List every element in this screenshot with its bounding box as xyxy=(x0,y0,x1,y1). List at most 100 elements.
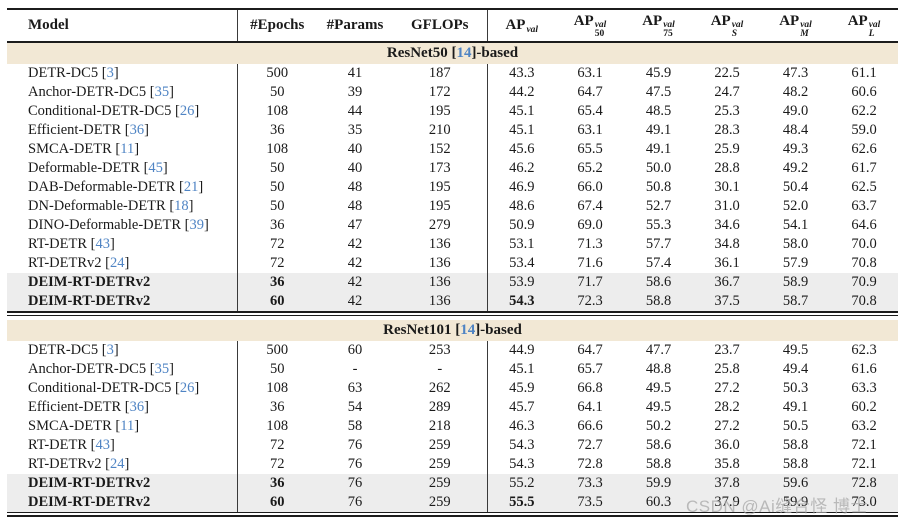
ap-cell: 37.8 xyxy=(693,474,761,493)
col-header-ap-50: AP val 50 xyxy=(556,8,624,43)
params-cell: 39 xyxy=(347,84,363,100)
ap-cell: 58.8 xyxy=(782,437,809,453)
ap-cell: 57.7 xyxy=(645,236,672,252)
model-cell: Conditional-DETR-DC5 [26] xyxy=(7,379,238,398)
ap-cell: 58.6 xyxy=(624,273,693,292)
ap-cell: 60.6 xyxy=(851,84,877,100)
double-rule-mid xyxy=(7,311,898,316)
model-name: Conditional-DETR-DC5 xyxy=(28,103,172,119)
model-cell: DN-Deformable-DETR [18] xyxy=(7,197,238,216)
ap-cell: 70.9 xyxy=(830,273,898,292)
epochs-cell: 36 xyxy=(270,399,285,415)
params-cell: 76 xyxy=(347,437,363,453)
params-cell: 54 xyxy=(347,399,363,415)
citation-link[interactable]: 21 xyxy=(183,179,199,195)
table-row: DETR-DC5 [3] 500 41 187 43.3 63.1 45.9 22.5 47.3… xyxy=(7,64,898,83)
citation-link[interactable]: 3 xyxy=(106,342,114,358)
ap-cell: 49.1 xyxy=(782,399,809,415)
model-cell: DETR-DC5 [3] xyxy=(7,64,238,83)
ap-cell: 36.0 xyxy=(714,437,740,453)
model-cell: DETR-DC5 [3] xyxy=(7,341,238,360)
ap-cell: 31.0 xyxy=(714,198,740,214)
gflops-cell: 210 xyxy=(393,121,488,140)
ap-cell: 45.1 xyxy=(509,361,535,377)
citation-link[interactable]: 43 xyxy=(95,236,110,252)
params-cell: 76 xyxy=(317,474,393,493)
ap-cell: 45.9 xyxy=(645,65,672,81)
ap-subscript: 50 xyxy=(594,28,605,39)
ap-cell: 61.7 xyxy=(851,160,877,176)
epochs-cell: 108 xyxy=(266,380,289,396)
gflops-cell: 259 xyxy=(393,474,488,493)
col-header-gflops: GFLOPs xyxy=(393,8,488,43)
ap-cell: 48.2 xyxy=(782,84,809,100)
citation-link[interactable]: 3 xyxy=(106,65,114,81)
ap-cell: 28.3 xyxy=(714,122,740,138)
citation-link[interactable]: 26 xyxy=(179,380,195,396)
ap-cell: 34.8 xyxy=(714,236,740,252)
ap-cell: 63.1 xyxy=(577,65,603,81)
rule-cell xyxy=(7,512,898,517)
ap-cell: 62.6 xyxy=(851,141,877,157)
header-row: Model #Epochs #Params GFLOPs AP val AP val 50 AP v… xyxy=(7,8,898,43)
citation-link[interactable]: 24 xyxy=(109,456,125,472)
ap-cell: 63.7 xyxy=(851,198,877,214)
citation-link[interactable]: 35 xyxy=(154,84,170,100)
gflops-cell: 136 xyxy=(393,235,488,254)
model-name: Anchor-DETR-DC5 xyxy=(28,361,147,377)
citation-link[interactable]: 36 xyxy=(129,122,145,138)
ap-superscript: val xyxy=(868,20,881,31)
ap-cell: 58.6 xyxy=(645,437,672,453)
ap-cell: 58.9 xyxy=(761,273,830,292)
ap-cell: 27.2 xyxy=(714,380,740,396)
citation: [39] xyxy=(181,217,209,233)
ap-cell: 66.6 xyxy=(577,418,603,434)
citation-link[interactable]: 18 xyxy=(174,198,189,214)
ap-cell: 72.3 xyxy=(556,292,624,311)
ap-cell: 53.9 xyxy=(487,273,556,292)
col-header-ap-S: AP val S xyxy=(693,8,761,43)
model-name: DEIM-RT-DETRv2 xyxy=(28,494,151,510)
params-cell: 44 xyxy=(347,103,363,119)
epochs-cell: 50 xyxy=(270,361,285,377)
table-row: DEIM-RT-DETRv2 60 76 259 55.5 73.5 60.3 37.9 59.… xyxy=(7,493,898,512)
ap-cell: 47.3 xyxy=(782,65,809,81)
citation-link[interactable]: 36 xyxy=(129,399,145,415)
ap-cell: 62.2 xyxy=(851,103,877,119)
citation-link[interactable]: 45 xyxy=(148,160,163,176)
section-header-cell: ResNet101 [14]-based xyxy=(7,320,898,341)
ap-cell: 62.5 xyxy=(851,179,877,195)
epochs-cell: 50 xyxy=(270,179,285,195)
table-row: DEIM-RT-DETRv2 36 76 259 55.2 73.3 59.9 37.8 59.… xyxy=(7,474,898,493)
ap-cell: 64.1 xyxy=(577,399,603,415)
table-row: DETR-DC5 [3] 500 60 253 44.9 64.7 47.7 23.7 49.5… xyxy=(7,341,898,360)
ap-superscript: val xyxy=(663,20,675,31)
ap-cell: 66.8 xyxy=(577,380,603,396)
citation-link[interactable]: 14 xyxy=(460,322,476,338)
citation-link[interactable]: 24 xyxy=(109,255,125,271)
model-cell: DEIM-RT-DETRv2 xyxy=(7,474,238,493)
table-bottom-rule xyxy=(7,512,898,517)
model-name: RT-DETR xyxy=(28,437,88,453)
citation-link[interactable]: 26 xyxy=(179,103,195,119)
ap-cell: 28.8 xyxy=(714,160,740,176)
citation-link[interactable]: 14 xyxy=(456,45,472,61)
citation-link[interactable]: 35 xyxy=(154,361,170,377)
citation-link[interactable]: 39 xyxy=(189,217,204,233)
ap-cell: 58.8 xyxy=(645,456,672,472)
ap-cell: 62.3 xyxy=(851,342,877,358)
ap-cell: 72.7 xyxy=(577,437,603,453)
model-name: SMCA-DETR xyxy=(28,418,112,434)
ap-cell: 49.3 xyxy=(782,141,809,157)
gflops-cell: 279 xyxy=(393,216,488,235)
ap-cell: 61.6 xyxy=(851,361,877,377)
ap-cell: 49.1 xyxy=(645,141,672,157)
citation-link[interactable]: 11 xyxy=(120,141,135,157)
citation-link[interactable]: 43 xyxy=(95,437,110,453)
params-cell: 47 xyxy=(347,217,363,233)
ap-cell: 25.3 xyxy=(714,103,740,119)
citation-link[interactable]: 11 xyxy=(120,418,135,434)
epochs-cell: 60 xyxy=(237,292,317,311)
ap-cell: 72.1 xyxy=(851,437,877,453)
ap-cell: 22.5 xyxy=(714,65,740,81)
